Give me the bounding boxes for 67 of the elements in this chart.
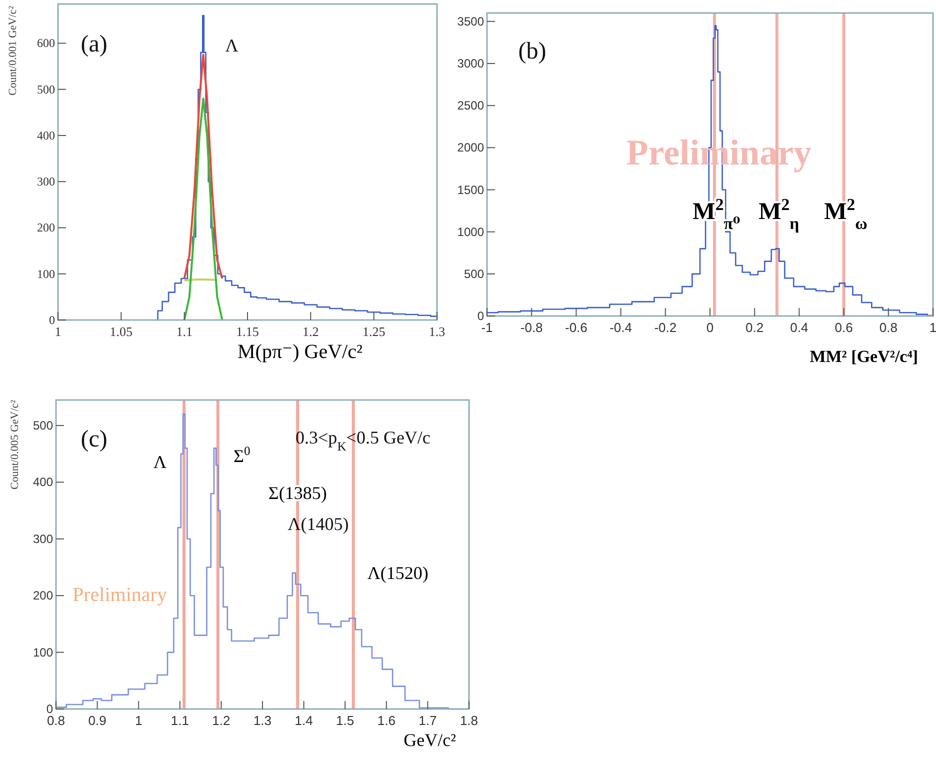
x-tick-label: 1.7 [418, 713, 437, 728]
annotation: Preliminary [72, 584, 167, 606]
x-tick-label: -0.4 [610, 320, 632, 335]
ref-line-label: Λ [154, 452, 167, 472]
x-tick-label: 0.9 [88, 713, 106, 728]
y-tick-label: 200 [32, 588, 54, 603]
line-series [183, 54, 224, 280]
annotation: (c) [80, 426, 108, 452]
x-tick-label: 1.5 [336, 713, 354, 728]
x-tick-label: 1.2 [302, 324, 319, 339]
y-tick-label: 500 [37, 82, 55, 96]
x-axis-title: M(pπ⁻) GeV/c² [238, 341, 362, 363]
line-series [183, 98, 224, 321]
y-tick-label: 600 [37, 36, 55, 50]
y-tick-label: 3000 [457, 56, 484, 70]
y-axis-title: Count/0.001 GeV/c² [7, 5, 19, 96]
ref-line-label: Σ$^{0}$ [234, 444, 250, 466]
x-tick-label: 1.3 [428, 324, 446, 339]
y-tick-label: 300 [37, 174, 55, 189]
x-tick-label: 1.3 [253, 713, 272, 728]
y-tick-label: 400 [32, 475, 54, 490]
annotation: (b) [518, 38, 546, 64]
x-tick-label: 1.05 [110, 324, 133, 339]
x-tick-label: 1.15 [236, 324, 259, 339]
x-tick-label: 0 [706, 320, 714, 335]
y-tick-label: 1500 [457, 182, 484, 197]
y-tick-label: 500 [32, 418, 54, 433]
y-tick-label: 200 [37, 220, 55, 235]
x-tick-label: 1.1 [170, 713, 189, 728]
y-tick-label: 1000 [457, 224, 484, 239]
x-tick-label: 0.8 [46, 713, 66, 728]
annotation: Λ [225, 36, 238, 56]
x-tick-label: 0.8 [879, 320, 898, 335]
x-tick-label: 1.2 [212, 713, 230, 728]
y-tick-label: 300 [32, 532, 54, 546]
annotation: (a) [80, 31, 108, 58]
x-tick-label: -0.2 [654, 320, 677, 335]
y-tick-label: 500 [464, 266, 484, 281]
y-tick-label: 100 [32, 645, 54, 660]
annotation: Λ(1405) [288, 514, 349, 534]
y-tick-label: 0 [477, 309, 484, 323]
x-tick-label: 1 [929, 320, 936, 335]
y-axis-title: Count/0.005 GeV/c² [9, 399, 21, 490]
x-tick-label: 1.6 [377, 713, 396, 728]
x-tick-label: 1.8 [460, 713, 478, 728]
y-tick-label: 0 [46, 702, 54, 716]
x-axis-title: MM² [GeV²/c⁴] [810, 347, 918, 366]
x-tick-label: 1 [54, 324, 62, 339]
x-tick-label: 0.6 [834, 320, 853, 335]
y-tick-label: 2500 [457, 98, 484, 113]
x-tick-label: -0.8 [520, 320, 543, 335]
x-tick-label: 1.1 [176, 324, 192, 339]
ref-line-label: Σ(1385) [268, 482, 327, 503]
x-tick-label: 0.2 [746, 320, 764, 335]
x-tick-label: 1.4 [294, 713, 313, 728]
x-tick-label: 0.4 [790, 320, 808, 335]
y-tick-label: 400 [37, 128, 55, 142]
x-axis-title: GeV/c² [404, 730, 456, 750]
x-tick-label: -1 [481, 320, 493, 335]
x-tick-label: 1.25 [362, 324, 386, 339]
ref-line-label: Λ(1520) [367, 563, 428, 584]
y-tick-label: 2000 [457, 140, 484, 155]
x-tick-label: -0.6 [564, 320, 588, 335]
annotation: 0.3<p$_{K}$<0.5 GeV/c [296, 427, 430, 454]
x-tick-label: 1 [134, 713, 142, 728]
y-tick-label: 100 [37, 266, 55, 281]
y-tick-label: 3500 [457, 14, 484, 28]
